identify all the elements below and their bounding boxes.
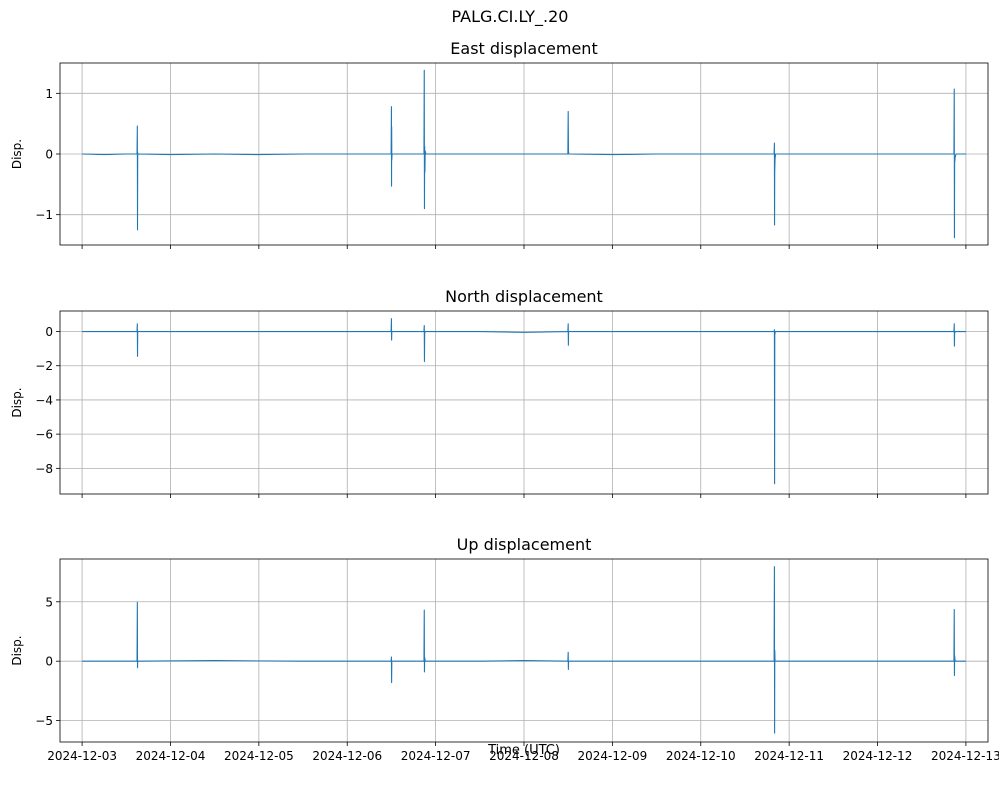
x-tick-label: 2024-12-05: [224, 749, 294, 763]
x-tick-label: 2024-12-07: [401, 749, 471, 763]
up-displacement-panel: Up displacement Disp. 2024-12-03 2024-12-04…: [10, 535, 999, 763]
east-y-tick-label: 0: [45, 148, 53, 162]
east-y-tick-label: 1: [45, 87, 53, 101]
x-axis-label: Time (UTC): [487, 743, 560, 758]
up-panel-title: Up displacement: [457, 535, 592, 554]
north-y-tick-label: −8: [35, 462, 53, 476]
up-y-tick-label: −5: [35, 714, 53, 728]
east-panel-title: East displacement: [450, 39, 597, 58]
x-tick-label: 2024-12-13: [931, 749, 999, 763]
up-y-tick-label: 5: [45, 595, 53, 609]
up-y-axis-label: Disp.: [10, 635, 24, 665]
north-y-axis-label: Disp.: [10, 387, 24, 417]
north-y-tick-label: −6: [35, 428, 53, 442]
north-y-tick-label: −2: [35, 359, 53, 373]
north-y-tick-label: 0: [45, 325, 53, 339]
x-tick-label: 2024-12-09: [578, 749, 648, 763]
north-displacement-series-line: [82, 318, 966, 485]
east-axes-frame: [59, 62, 989, 246]
x-tick-label: 2024-12-04: [136, 749, 206, 763]
north-y-tick-label: −4: [35, 393, 53, 407]
east-y-tick-label: −1: [35, 208, 53, 222]
x-tick-label: 2024-12-10: [666, 749, 736, 763]
north-panel-title: North displacement: [445, 287, 603, 306]
x-tick-label: 2024-12-12: [843, 749, 913, 763]
east-displacement-series-line: [82, 69, 966, 239]
north-displacement-panel: North displacement Disp. −8 −6 −4 −2 0: [10, 287, 989, 498]
x-tick-label: 2024-12-03: [47, 749, 117, 763]
x-tick-label: 2024-12-06: [312, 749, 382, 763]
up-displacement-series-line: [82, 566, 966, 734]
up-axes-frame: [59, 558, 989, 743]
x-tick-label: 2024-12-08: [489, 749, 559, 763]
up-y-tick-label: 0: [45, 655, 53, 669]
north-axes-frame: [59, 310, 989, 495]
east-y-axis-label: Disp.: [10, 139, 24, 169]
x-tick-label: 2024-12-11: [754, 749, 824, 763]
figure-suptitle: PALG.CI.LY_.20: [452, 7, 569, 27]
east-displacement-panel: East displacement Disp. −1 0 1: [10, 39, 989, 249]
